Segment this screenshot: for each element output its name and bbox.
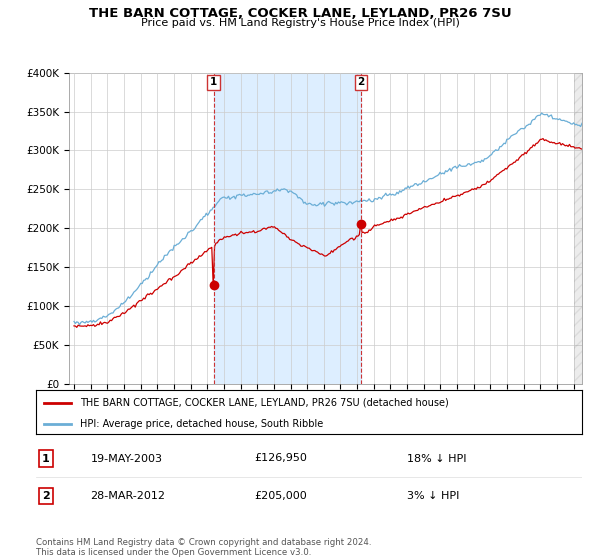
- Text: THE BARN COTTAGE, COCKER LANE, LEYLAND, PR26 7SU (detached house): THE BARN COTTAGE, COCKER LANE, LEYLAND, …: [80, 398, 448, 408]
- Text: 19-MAY-2003: 19-MAY-2003: [91, 454, 163, 464]
- Text: 3% ↓ HPI: 3% ↓ HPI: [407, 491, 460, 501]
- Text: Contains HM Land Registry data © Crown copyright and database right 2024.
This d: Contains HM Land Registry data © Crown c…: [36, 538, 371, 557]
- Text: 2: 2: [358, 77, 365, 87]
- Text: THE BARN COTTAGE, COCKER LANE, LEYLAND, PR26 7SU: THE BARN COTTAGE, COCKER LANE, LEYLAND, …: [89, 7, 511, 20]
- Text: HPI: Average price, detached house, South Ribble: HPI: Average price, detached house, Sout…: [80, 419, 323, 430]
- Text: 1: 1: [42, 454, 50, 464]
- Text: 2: 2: [42, 491, 50, 501]
- Bar: [574, 73, 582, 384]
- Text: £126,950: £126,950: [254, 454, 307, 464]
- Text: 18% ↓ HPI: 18% ↓ HPI: [407, 454, 467, 464]
- Text: Price paid vs. HM Land Registry's House Price Index (HPI): Price paid vs. HM Land Registry's House …: [140, 18, 460, 28]
- Text: £205,000: £205,000: [254, 491, 307, 501]
- Text: 1: 1: [210, 77, 217, 87]
- Bar: [214, 73, 361, 384]
- Text: 28-MAR-2012: 28-MAR-2012: [91, 491, 166, 501]
